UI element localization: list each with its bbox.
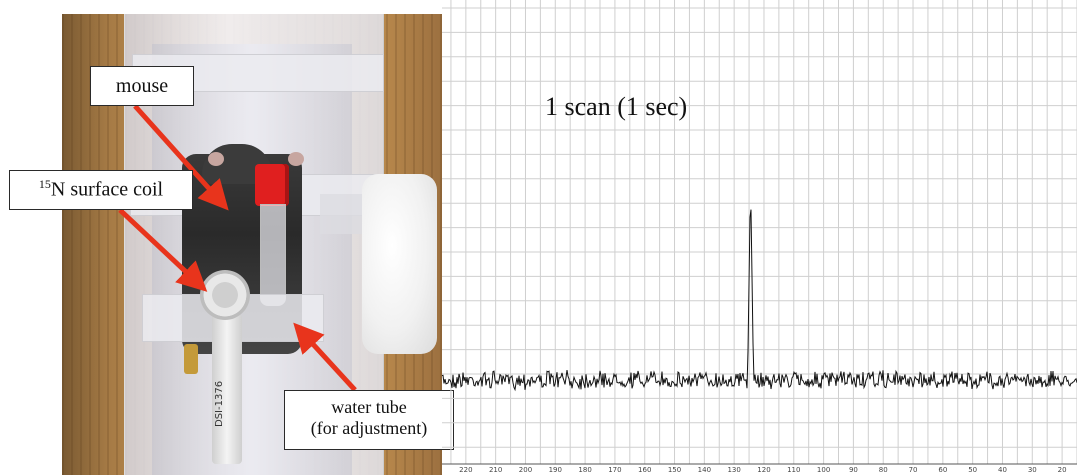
tick-label: 200 — [519, 466, 532, 474]
spectrum-trace — [442, 209, 1077, 392]
label-water-line2: (for adjustment) — [310, 417, 428, 438]
tick-label: 70 — [909, 466, 918, 474]
tick-label: 50 — [968, 466, 977, 474]
tick-label: 100 — [817, 466, 830, 474]
tick-label: 190 — [549, 466, 562, 474]
tick-label: 160 — [638, 466, 651, 474]
surface-coil-ring — [200, 270, 250, 320]
tick-label: 90 — [849, 466, 858, 474]
spectrum-grid — [442, 0, 1077, 464]
tick-label: 30 — [1028, 466, 1037, 474]
water-vial — [260, 204, 286, 306]
nmr-spectrum: 220 210 200 190 180 170 160 150 140 130 120 110 100 9… — [442, 0, 1077, 474]
mouse-ear-left — [208, 152, 224, 166]
spectrum-ticks: 220 210 200 190 180 170 160 150 140 130 120 110 100 9… — [459, 466, 1066, 474]
mouse-ear-right — [288, 152, 304, 166]
tick-label: 210 — [489, 466, 502, 474]
label-coil-isotope: 15 — [38, 177, 51, 191]
tick-label: 150 — [668, 466, 681, 474]
tape-strap — [320, 194, 370, 234]
tick-label: 80 — [879, 466, 888, 474]
label-mouse-text: mouse — [115, 75, 169, 97]
tick-label: 120 — [757, 466, 770, 474]
tick-label: 110 — [787, 466, 800, 474]
cotton-pad — [362, 174, 437, 354]
vial-cap — [255, 164, 289, 206]
label-coil-text: N surface coil — [50, 178, 164, 201]
label-surface-coil: 15N surface coil — [9, 170, 193, 210]
coil-stem — [212, 314, 242, 464]
coil-connector — [184, 344, 198, 374]
tick-label: 40 — [998, 466, 1007, 474]
tick-label: 170 — [608, 466, 621, 474]
label-mouse: mouse — [90, 66, 194, 106]
label-water-tube: water tube (for adjustment) — [284, 390, 454, 450]
tick-label: 130 — [727, 466, 740, 474]
tick-label: 60 — [938, 466, 947, 474]
spectrum-title: 1 scan (1 sec) — [545, 92, 688, 121]
tick-label: 140 — [698, 466, 711, 474]
coil-id-label: DSI-1376 — [214, 380, 225, 428]
tick-label: 220 — [459, 466, 472, 474]
label-water-line1: water tube — [331, 397, 407, 417]
tick-label: 180 — [578, 466, 591, 474]
tick-label: 20 — [1058, 466, 1067, 474]
